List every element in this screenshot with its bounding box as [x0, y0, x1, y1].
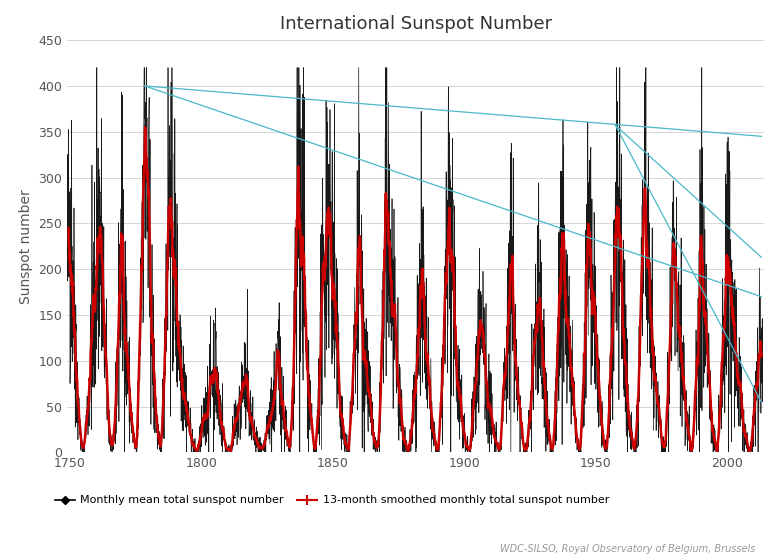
Legend: Monthly mean total sunspot number, 13-month smoothed monthly total sunspot numbe: Monthly mean total sunspot number, 13-mo…: [51, 491, 614, 510]
Text: WDC-SILSO, Royal Observatory of Belgium, Brussels: WDC-SILSO, Royal Observatory of Belgium,…: [500, 544, 756, 554]
Title: International Sunspot Number: International Sunspot Number: [280, 15, 552, 33]
Y-axis label: Sunspot number: Sunspot number: [19, 189, 33, 304]
